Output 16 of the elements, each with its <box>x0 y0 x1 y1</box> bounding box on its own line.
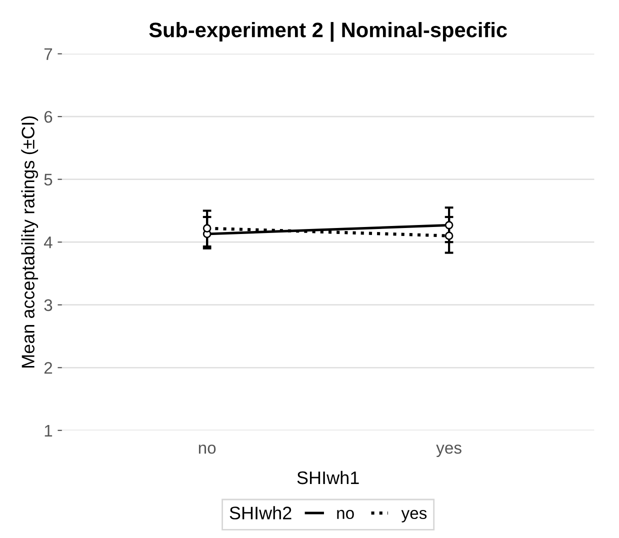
chart-title: Sub-experiment 2 | Nominal-specific <box>149 22 507 42</box>
y-tick-label: 6 <box>44 110 52 123</box>
y-tick-label: 4 <box>44 236 52 248</box>
point <box>444 232 454 240</box>
x-axis-title: SHIwh1 <box>297 470 359 484</box>
y-tick-label: 5 <box>44 174 52 186</box>
legend-title: SHIwh2 <box>230 506 292 520</box>
point <box>202 224 212 232</box>
y-axis-title: Mean acceptability ratings (±CI) <box>21 116 38 368</box>
point <box>444 220 454 230</box>
y-tick-label: 2 <box>44 362 52 374</box>
legend-label: yes <box>401 510 427 522</box>
y-tick-label: 3 <box>44 299 52 312</box>
y-tick-label: 1 <box>44 424 52 436</box>
legend-label: no <box>337 510 354 520</box>
y-tick-label: 7 <box>44 48 52 60</box>
